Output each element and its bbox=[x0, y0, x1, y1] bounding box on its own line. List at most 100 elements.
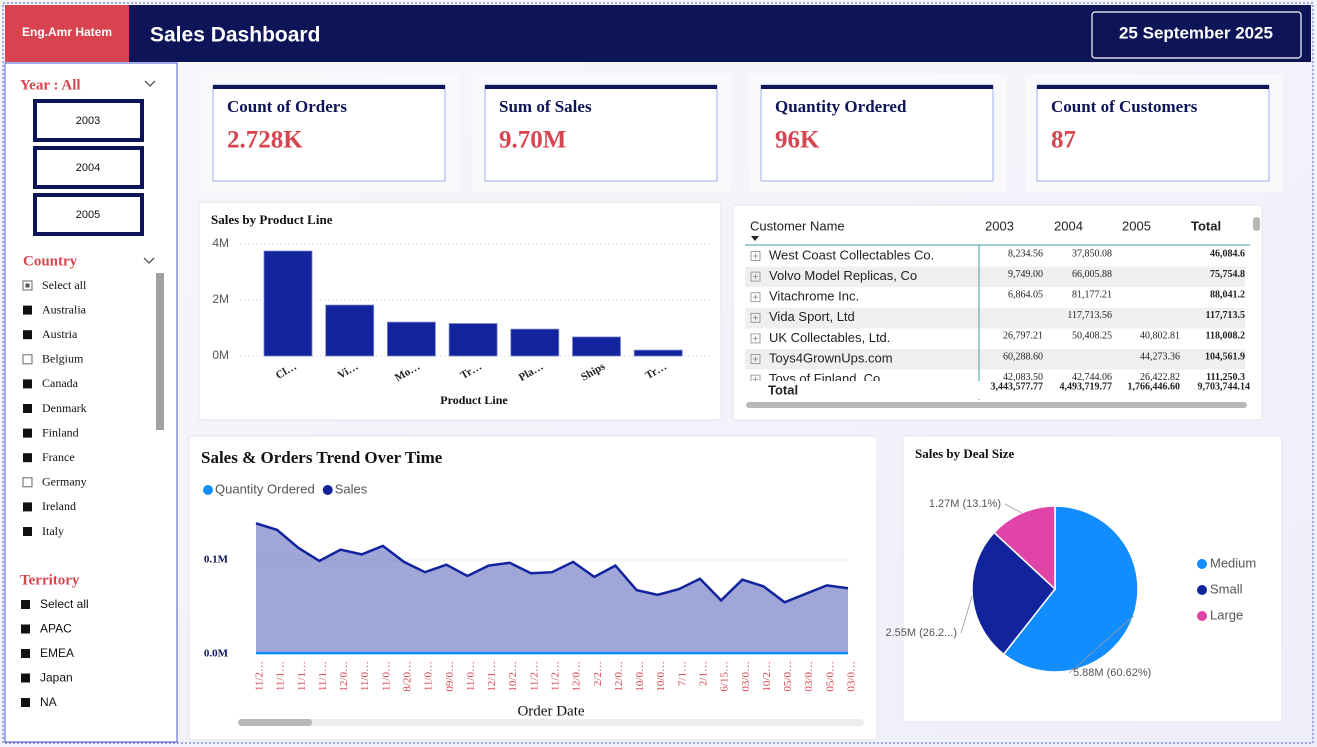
data-label: 1.27M (13.1%) bbox=[929, 498, 1001, 510]
kpi-value: 9.70M bbox=[499, 127, 566, 154]
x-tick-label: 10/2… bbox=[507, 661, 519, 692]
slicer-title: Territory bbox=[20, 572, 80, 588]
table-cell: 6,864.05 bbox=[1008, 289, 1043, 300]
table-cell: 42,083.50 bbox=[1003, 372, 1043, 383]
territory-label: EMEA bbox=[40, 646, 74, 660]
area bbox=[256, 523, 848, 654]
x-tick-label: 12/0… bbox=[338, 661, 350, 692]
table-cell: 42,744.06 bbox=[1072, 372, 1112, 383]
pie-slice bbox=[993, 505, 1056, 591]
legend-dot bbox=[203, 485, 213, 495]
kpi-card-top bbox=[485, 85, 717, 89]
expand-icon bbox=[750, 333, 761, 344]
column-header: 2003 bbox=[985, 218, 1014, 233]
x-tick-label: 03/0… bbox=[740, 661, 752, 692]
expand-plus bbox=[753, 294, 758, 300]
territory-label: Japan bbox=[40, 671, 73, 685]
table-cell: 60,288.60 bbox=[1003, 351, 1043, 362]
table-cell: 104,561.96 bbox=[1205, 351, 1250, 362]
y-tick-label: 2M bbox=[212, 292, 229, 306]
total-band bbox=[745, 381, 1250, 399]
kpi-title: Count of Orders bbox=[227, 97, 347, 116]
country-label: Select all bbox=[42, 278, 87, 292]
column-header: 2005 bbox=[1122, 218, 1151, 233]
y-tick-label: 4M bbox=[212, 236, 229, 250]
x-tick-label: 05/0… bbox=[782, 661, 794, 692]
bar bbox=[386, 321, 436, 357]
column-header: Total bbox=[1191, 218, 1221, 233]
expand-icon bbox=[750, 271, 761, 282]
table-cell: 50,408.25 bbox=[1072, 331, 1112, 342]
country-label: Italy bbox=[42, 524, 64, 538]
x-tick-label: 03/0… bbox=[846, 661, 858, 692]
year-label: 2004 bbox=[76, 162, 100, 174]
bar bbox=[263, 250, 313, 357]
x-axis-label: Product Line bbox=[440, 393, 508, 407]
country-label: Austria bbox=[42, 327, 78, 341]
x-tick-label: 11/1… bbox=[275, 661, 287, 691]
x-tick-label: 05/0… bbox=[824, 661, 836, 692]
x-tick-label: 10/0… bbox=[655, 661, 667, 692]
customer-name: Vitachrome Inc. bbox=[769, 289, 859, 304]
x-tick-label: 11/2… bbox=[254, 661, 266, 691]
x-tick-label: 11/0… bbox=[423, 661, 435, 691]
total-label: Total bbox=[768, 382, 798, 397]
legend-label: Sales bbox=[335, 481, 368, 496]
x-tick-label: 6/15… bbox=[719, 661, 731, 692]
chart-title: Sales & Orders Trend Over Time bbox=[201, 448, 443, 467]
checkbox-partial bbox=[25, 283, 30, 288]
kpi-title: Sum of Sales bbox=[499, 97, 592, 116]
table-cell: 75,754.88 bbox=[1210, 269, 1250, 280]
brand: Eng.Amr Hatem bbox=[22, 25, 112, 39]
kpi-value: 2.728K bbox=[227, 127, 303, 154]
bar bbox=[633, 349, 683, 357]
checkbox bbox=[23, 330, 32, 340]
table-body: West Coast Collectables Co. 8,234.56 37,85… bbox=[745, 247, 1250, 386]
checkbox bbox=[23, 428, 32, 438]
header-bar bbox=[5, 5, 1311, 62]
scrollbar bbox=[156, 273, 164, 430]
kpi-value: 87 bbox=[1051, 127, 1076, 154]
x-tick-label: 09/0… bbox=[444, 661, 456, 692]
table-cell: 8,234.56 bbox=[1008, 248, 1043, 259]
checkbox bbox=[22, 354, 33, 365]
year-button bbox=[33, 146, 144, 189]
checkbox bbox=[21, 600, 30, 609]
country-label: Germany bbox=[42, 475, 87, 489]
year-button bbox=[33, 99, 144, 142]
x-tick-label: 10/2… bbox=[761, 661, 773, 692]
kpi-card-top bbox=[761, 85, 993, 89]
country-label: Ireland bbox=[42, 499, 76, 513]
x-tick-label: 11/1… bbox=[296, 661, 308, 691]
x-tick-label: 7/1… bbox=[676, 661, 688, 686]
slicer-title: Country bbox=[23, 253, 78, 269]
data-label: 5.88M (60.62%) bbox=[1073, 667, 1151, 679]
line bbox=[255, 522, 849, 604]
table-cell: 26,797.21 bbox=[1003, 331, 1043, 342]
x-tick-label: 11/1… bbox=[317, 661, 329, 691]
year-label: 2003 bbox=[76, 115, 100, 127]
data-label: 2.55M (26.2...) bbox=[885, 627, 957, 639]
checkbox bbox=[22, 477, 33, 488]
year-label: 2005 bbox=[76, 209, 100, 221]
table-cell: 118,008.27 bbox=[1206, 331, 1250, 342]
legend-label: Large bbox=[1210, 607, 1243, 622]
x-tick-label: 12/1… bbox=[486, 661, 498, 692]
y-tick-label: 0M bbox=[212, 348, 229, 362]
kpi-card bbox=[760, 84, 994, 182]
bar bbox=[325, 304, 375, 357]
checkbox bbox=[23, 404, 32, 413]
bar bbox=[448, 323, 498, 357]
country-label: Canada bbox=[42, 376, 79, 390]
table-cell: 40,802.81 bbox=[1140, 331, 1180, 342]
table-cell: 9,749.00 bbox=[1008, 269, 1043, 280]
table-cell: 46,084.64 bbox=[1210, 248, 1250, 259]
x-tick-label: 11/0… bbox=[465, 661, 477, 691]
expand-plus bbox=[753, 356, 758, 362]
bar-panel bbox=[198, 201, 722, 421]
checkbox bbox=[21, 649, 30, 658]
customer-name: Toys of Finland, Co. bbox=[769, 371, 884, 386]
bar bbox=[510, 328, 560, 357]
checkbox bbox=[23, 379, 32, 389]
